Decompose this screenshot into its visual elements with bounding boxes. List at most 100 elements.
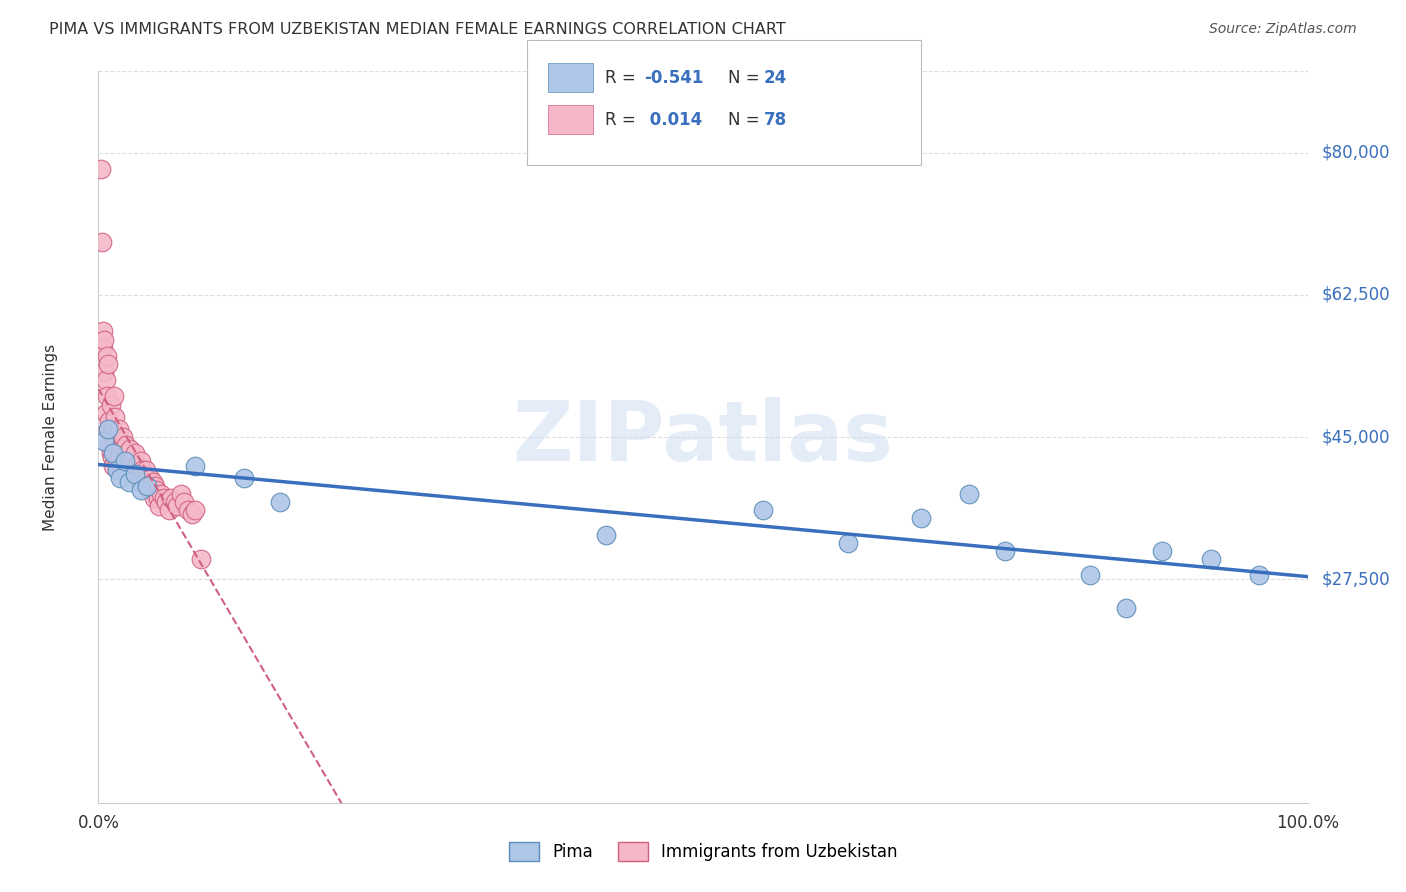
Point	[103, 389, 125, 403]
Point	[111, 430, 134, 444]
Point	[93, 434, 115, 449]
Point	[138, 483, 160, 497]
Point	[134, 475, 156, 489]
Point	[127, 458, 149, 473]
Text: $62,500: $62,500	[1322, 285, 1391, 304]
Point	[135, 479, 157, 493]
Point	[91, 341, 114, 355]
Point	[1199, 552, 1222, 566]
Point	[269, 495, 291, 509]
Point	[97, 422, 120, 436]
Point	[184, 458, 207, 473]
Point	[118, 462, 141, 476]
Point	[135, 462, 157, 476]
Point	[120, 454, 142, 468]
Text: $45,000: $45,000	[1322, 428, 1391, 446]
Point	[93, 333, 115, 347]
Point	[111, 438, 134, 452]
Point	[114, 450, 136, 465]
Point	[190, 552, 212, 566]
Point	[101, 458, 124, 473]
Point	[105, 454, 128, 468]
Point	[98, 414, 121, 428]
Point	[108, 422, 131, 436]
Point	[110, 458, 132, 473]
Point	[93, 365, 115, 379]
Point	[145, 483, 167, 497]
Point	[177, 503, 200, 517]
Point	[115, 438, 138, 452]
Point	[121, 458, 143, 473]
Point	[96, 349, 118, 363]
Point	[1152, 544, 1174, 558]
Point	[166, 499, 188, 513]
Point	[752, 503, 775, 517]
Text: N =: N =	[728, 112, 765, 129]
Point	[173, 495, 195, 509]
Text: PIMA VS IMMIGRANTS FROM UZBEKISTAN MEDIAN FEMALE EARNINGS CORRELATION CHART: PIMA VS IMMIGRANTS FROM UZBEKISTAN MEDIA…	[49, 22, 786, 37]
Point	[107, 462, 129, 476]
Point	[105, 462, 128, 476]
Text: 78: 78	[763, 112, 786, 129]
Point	[118, 442, 141, 457]
Point	[118, 475, 141, 489]
Point	[146, 491, 169, 505]
Point	[90, 161, 112, 176]
Point	[143, 479, 166, 493]
Point	[135, 471, 157, 485]
Point	[129, 454, 152, 468]
Point	[97, 422, 120, 436]
Point	[103, 438, 125, 452]
Text: $80,000: $80,000	[1322, 144, 1391, 161]
Point	[160, 491, 183, 505]
Point	[129, 483, 152, 497]
Text: ZIPatlas: ZIPatlas	[513, 397, 893, 477]
Point	[122, 467, 145, 481]
Point	[169, 487, 191, 501]
Point	[108, 446, 131, 460]
Point	[124, 446, 146, 460]
Text: 0.014: 0.014	[644, 112, 702, 129]
Point	[957, 487, 980, 501]
Point	[117, 446, 139, 460]
Point	[180, 508, 202, 522]
Point	[595, 527, 617, 541]
Point	[94, 406, 117, 420]
Point	[104, 409, 127, 424]
Text: 24: 24	[763, 70, 787, 87]
Point	[155, 495, 177, 509]
Point	[232, 471, 254, 485]
Point	[157, 503, 180, 517]
Point	[101, 422, 124, 436]
Point	[125, 458, 148, 473]
Point	[107, 442, 129, 457]
Point	[100, 450, 122, 465]
Point	[118, 450, 141, 465]
Point	[91, 325, 114, 339]
Point	[152, 491, 174, 505]
Text: $27,500: $27,500	[1322, 570, 1391, 589]
Point	[994, 544, 1017, 558]
Point	[910, 511, 932, 525]
Point	[100, 446, 122, 460]
Point	[141, 483, 163, 497]
Point	[112, 442, 135, 457]
Text: R =: R =	[605, 70, 641, 87]
Point	[91, 235, 114, 249]
Legend: Pima, Immigrants from Uzbekistan: Pima, Immigrants from Uzbekistan	[502, 835, 904, 868]
Point	[150, 487, 173, 501]
Point	[148, 499, 170, 513]
Point	[128, 475, 150, 489]
Point	[100, 398, 122, 412]
Point	[94, 373, 117, 387]
Point	[104, 446, 127, 460]
Point	[136, 479, 159, 493]
Point	[132, 467, 155, 481]
Text: Median Female Earnings: Median Female Earnings	[42, 343, 58, 531]
Point	[114, 454, 136, 468]
Point	[1115, 600, 1137, 615]
Point	[98, 438, 121, 452]
Point	[837, 535, 859, 549]
Point	[101, 446, 124, 460]
Text: Source: ZipAtlas.com: Source: ZipAtlas.com	[1209, 22, 1357, 37]
